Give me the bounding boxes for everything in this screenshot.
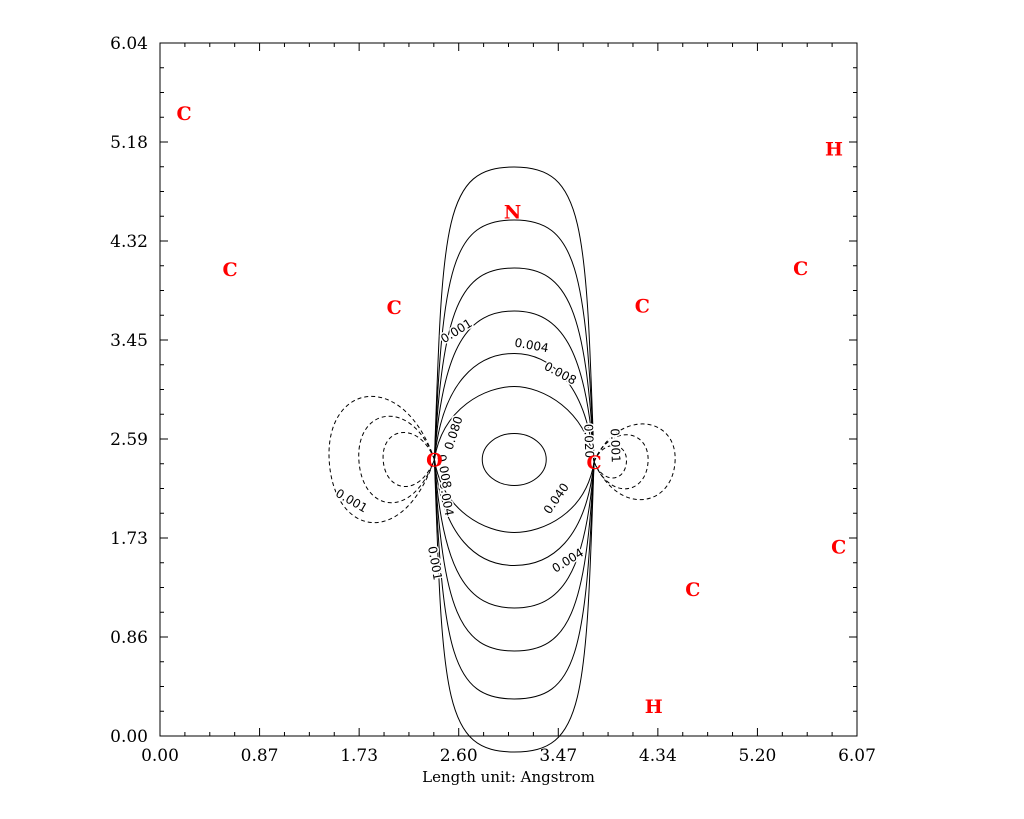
contour-value-label: 0.008 — [542, 359, 579, 387]
y-tick-label: 0.00 — [110, 727, 148, 747]
contour-line-positive — [481, 432, 547, 486]
y-tick-label: 6.04 — [110, 34, 148, 54]
x-tick-label: 4.34 — [639, 746, 677, 766]
atom-label: C — [831, 537, 846, 559]
x-tick-label: 3.47 — [539, 746, 577, 766]
atom-label: C — [222, 259, 237, 281]
x-tick-label: 0.87 — [241, 746, 279, 766]
y-tick-label: 2.59 — [110, 430, 148, 450]
atom-label: C — [685, 579, 700, 601]
contour-line-negative — [358, 415, 435, 504]
atom-label: O — [426, 449, 443, 471]
contour-labels: 0.001 0.004 0.008 0.080 0.020 0.001 0.040 0.004… — [332, 314, 625, 582]
x-tick-label: 5.20 — [738, 746, 776, 766]
y-tick-label: 3.45 — [110, 331, 148, 351]
atom-label: C — [635, 296, 650, 318]
contour-line-negative — [382, 432, 435, 487]
atom-label: C — [793, 258, 808, 280]
contour-line-negative — [593, 445, 627, 479]
y-tick-label: 4.32 — [110, 232, 148, 252]
atom-label: H — [825, 139, 843, 161]
contour-value-label: 0.001 — [333, 486, 370, 515]
contour-line-positive — [433, 385, 595, 533]
x-tick-label: 6.07 — [838, 746, 876, 766]
atom-label: N — [504, 202, 521, 224]
contour-line-negative — [593, 434, 649, 490]
x-tick-label: 1.73 — [340, 746, 378, 766]
contour-value-label: 0.001 — [608, 428, 623, 463]
contour-value-label: 0.040 — [541, 480, 572, 516]
atom-labels: C H N C C C C C O C C H — [177, 103, 847, 718]
contour-line-negative — [593, 423, 676, 501]
contour-value-label: 0.004 — [513, 336, 549, 356]
contour-line-negative — [328, 395, 435, 523]
x-tick-label: 2.60 — [440, 746, 478, 766]
y-tick-label: 0.86 — [110, 628, 148, 648]
x-axis-title: Length unit: Angstrom — [422, 768, 595, 786]
x-tick-label: 0.00 — [141, 746, 179, 766]
atom-label: C — [177, 103, 192, 125]
axis-ticks: 0.00 0.87 1.73 2.60 3.47 4.34 5.20 6.07 0.00 0.86… — [110, 34, 876, 766]
contour-line-positive — [433, 219, 595, 700]
contour-lines — [328, 166, 676, 753]
contour-value-label: 0.004 — [550, 545, 587, 575]
y-tick-label: 5.18 — [110, 133, 148, 153]
contour-value-label: 0.080 — [442, 415, 466, 452]
atom-label: C — [586, 452, 601, 474]
contour-value-label: 0.020 — [581, 424, 596, 459]
atom-label: C — [387, 297, 402, 319]
atom-label: H — [645, 696, 663, 718]
y-tick-label: 1.73 — [110, 529, 148, 549]
plot-border — [159, 42, 858, 737]
plot-frame — [159, 42, 858, 737]
